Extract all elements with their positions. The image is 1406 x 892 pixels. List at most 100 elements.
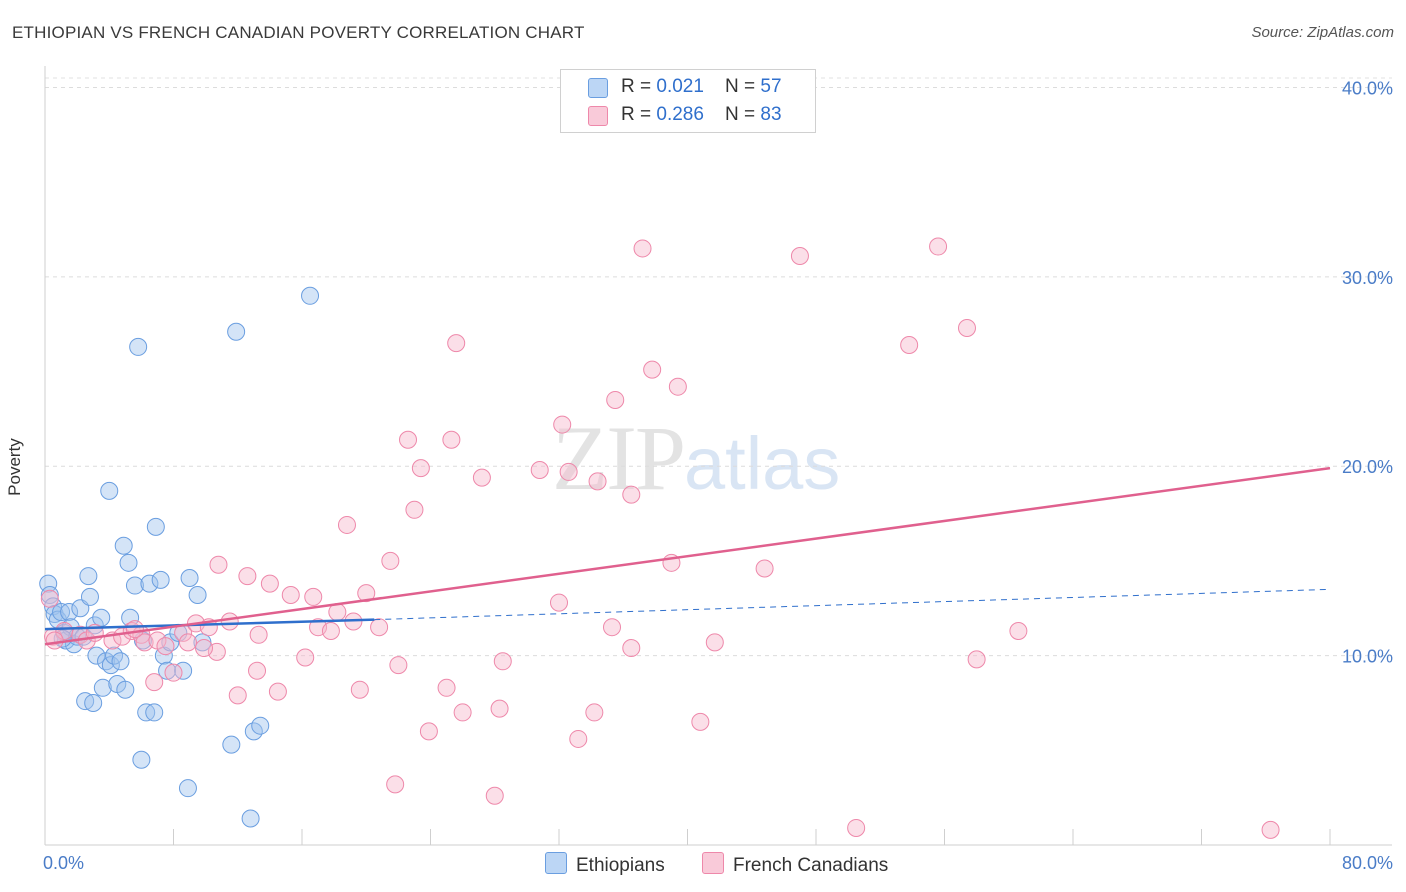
point-french-canadians [1009,621,1028,640]
point-french-canadians [209,555,228,574]
bottom-legend-label-ethiopians: Ethiopians [576,855,665,876]
point-french-canadians [550,593,568,612]
point-french-canadians [238,567,257,586]
point-french-canadians [553,415,572,434]
legend-r-value: 0.286 [656,104,704,125]
point-french-canadians [260,574,279,593]
point-ethiopians [40,586,59,605]
point-ethiopians [87,646,106,665]
point-french-canadians [125,620,144,639]
point-french-canadians [790,247,809,266]
point-ethiopians [60,603,79,622]
point-french-canadians [145,673,164,692]
point-ethiopians [119,553,138,572]
point-french-canadians [386,775,405,794]
source-label: Source: ZipAtlas.com [1251,24,1394,41]
point-ethiopians [84,693,103,712]
point-french-canadians [900,336,919,355]
legend-r-value: 0.021 [656,76,704,97]
point-french-canadians [405,500,424,519]
legend-r-label: R = [621,104,657,125]
point-ethiopians [241,809,260,828]
point-ethiopians [132,750,151,769]
point-ethiopians [116,680,135,699]
trend-ethiopians [44,618,375,631]
point-ethiopians [251,716,270,735]
point-ethiopians [100,481,119,500]
point-french-canadians [45,631,64,650]
legend-n-value: 57 [760,76,782,97]
point-french-canadians [268,682,287,701]
point-ethiopians [301,286,320,305]
point-french-canadians [705,633,724,652]
point-ethiopians [79,567,98,586]
point-french-canadians [304,587,323,606]
point-french-canadians [668,377,687,396]
point-ethiopians [80,587,99,606]
point-french-canadians [437,678,456,697]
point-french-canadians [569,729,588,748]
point-ethiopians [158,661,177,680]
point-ethiopians [111,652,130,671]
point-french-canadians [156,637,175,656]
point-french-canadians [453,703,472,722]
point-french-canadians [419,722,438,741]
point-ethiopians [39,574,58,593]
point-french-canadians [622,485,641,504]
point-french-canadians [178,633,197,652]
point-french-canadians [603,618,622,637]
point-french-canadians [370,618,389,637]
axes-layer [44,66,1392,846]
point-french-canadians [249,625,268,644]
y-tick-label: 10.0% [1342,647,1393,667]
bottom-legend-swatch-french-canadians [702,852,724,874]
point-french-canadians [442,430,461,449]
x-tick-label-max: 80.0% [1342,853,1393,873]
trend-ethiopians-extension [374,588,1331,621]
point-ethiopians [222,735,241,754]
point-ethiopians [145,703,164,722]
y-tick-label: 20.0% [1342,457,1393,477]
watermark: ZIPatlas [552,405,840,511]
point-french-canadians [411,459,430,478]
point-french-canadians [643,360,662,379]
trend-layer [44,466,1331,646]
x-tick-label-min: 0.0% [43,853,84,873]
point-french-canadians [490,699,509,718]
point-french-canadians [381,551,400,570]
point-ethiopians [92,608,111,627]
point-french-canadians [588,472,607,491]
point-ethiopians [154,646,173,665]
point-ethiopians [178,779,197,798]
point-french-canadians [321,621,340,640]
point-french-canadians [399,430,418,449]
legend-text-ethiopians: R = 0.021 N = 57 [621,76,782,98]
legend-n-value: 83 [760,104,782,125]
chart-title: ETHIOPIAN VS FRENCH CANADIAN POVERTY COR… [12,23,585,42]
point-french-canadians [248,661,267,680]
point-french-canadians [633,239,652,258]
point-ethiopians [227,322,246,341]
point-french-canadians [1261,820,1280,839]
point-ethiopians [125,576,144,595]
point-french-canadians [228,686,247,705]
watermark-atlas: atlas [684,422,841,505]
legend-n-label: N = [725,76,761,97]
point-ethiopians [151,570,170,589]
bottom-legend-label-french-canadians: French Canadians [733,855,889,876]
point-french-canadians [40,589,59,608]
point-ethiopians [85,616,104,635]
point-french-canadians [967,650,986,669]
point-ethiopians [180,568,199,587]
point-french-canadians [485,786,504,805]
point-french-canadians [847,818,866,837]
point-french-canadians [164,663,183,682]
y-tick-label: 30.0% [1342,268,1393,288]
point-french-canadians [472,468,491,487]
point-french-canadians [559,462,578,481]
point-ethiopians [140,574,159,593]
point-french-canadians [357,584,376,603]
legend-n-label: N = [725,104,761,125]
point-ethiopians [188,586,207,605]
